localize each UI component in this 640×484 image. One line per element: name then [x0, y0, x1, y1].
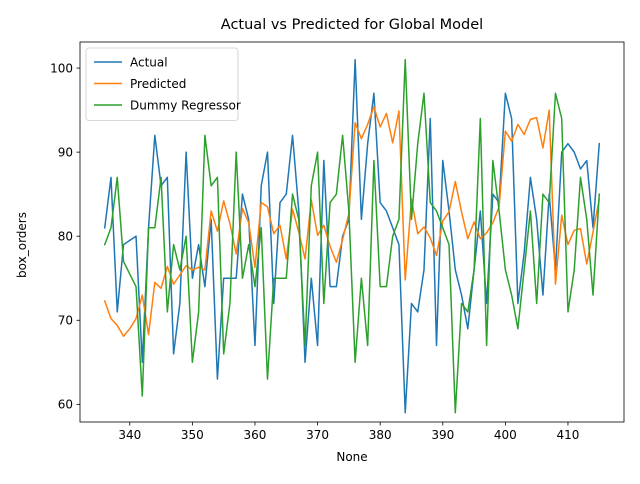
chart-title: Actual vs Predicted for Global Model — [221, 17, 483, 33]
x-tick-label: 370 — [306, 428, 329, 442]
legend-label: Dummy Regressor — [130, 99, 241, 113]
plot-frame — [79, 41, 625, 423]
legend-box — [85, 47, 239, 121]
y-tick-label: 70 — [58, 314, 73, 328]
plot-area — [79, 41, 625, 423]
legend: Actual Predicted Dummy Regressor — [85, 47, 241, 121]
series-line-0 — [103, 58, 601, 414]
y-axis: 60 70 80 90 100 — [50, 61, 80, 412]
x-tick-label: 340 — [118, 428, 141, 442]
y-tick-label: 80 — [58, 230, 73, 244]
x-tick-label: 400 — [494, 428, 517, 442]
x-tick-label: 380 — [369, 428, 392, 442]
x-tick-label: 350 — [181, 428, 204, 442]
x-tick-label: 360 — [244, 428, 267, 442]
legend-label: Actual — [130, 56, 168, 70]
x-tick-label: 410 — [557, 428, 580, 442]
x-axis-label: None — [336, 450, 367, 464]
x-tick-label: 390 — [431, 428, 454, 442]
y-tick-label: 100 — [50, 61, 73, 75]
series-line-2 — [103, 58, 601, 414]
y-tick-label: 90 — [58, 145, 73, 159]
y-tick-label: 60 — [58, 398, 73, 412]
legend-label: Predicted — [130, 77, 186, 91]
x-axis: 340 350 360 370 380 390 400 410 — [118, 422, 579, 442]
y-axis-label: box_orders — [15, 212, 29, 278]
